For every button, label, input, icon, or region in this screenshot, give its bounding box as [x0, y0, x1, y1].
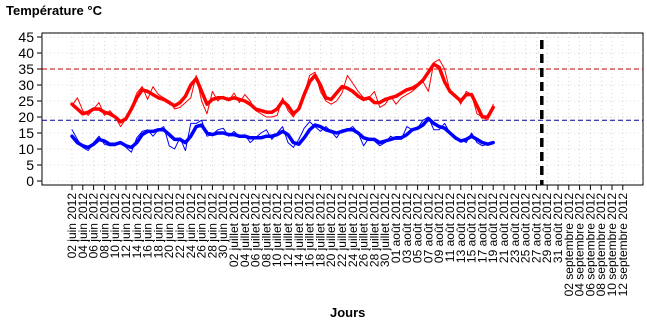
x-tick-label: 20 juillet 2012 — [324, 193, 338, 267]
x-tick-label: 31 août 2012 — [551, 193, 565, 263]
y-axis-title: Température °C — [6, 3, 102, 18]
x-tick-label: 28 juin 2012 — [205, 193, 219, 259]
x-axis-title: Jours — [330, 305, 366, 320]
series-min-observed — [71, 116, 494, 153]
x-tick-label: 14 juillet 2012 — [292, 193, 306, 267]
y-tick-label: 30 — [18, 77, 34, 93]
y-tick-label: 15 — [18, 125, 34, 141]
x-tick-label: 12 juin 2012 — [119, 193, 133, 259]
x-tick-label: 06 juin 2012 — [87, 193, 101, 259]
x-tick-label: 12 juillet 2012 — [281, 193, 295, 267]
x-tick-label: 01 août 2012 — [389, 193, 403, 263]
x-tick-label: 04 juillet 2012 — [238, 193, 252, 267]
x-tick-label: 14 juin 2012 — [130, 193, 144, 259]
series-min-smoothed — [70, 116, 495, 150]
x-tick-label: 02 juin 2012 — [65, 193, 79, 259]
x-tick-label: 29 août 2012 — [540, 193, 554, 263]
x-tick-label: 25 août 2012 — [519, 193, 533, 263]
x-tick-label: 04 septembre 2012 — [573, 193, 587, 297]
x-tick-label: 03 août 2012 — [400, 193, 414, 263]
x-tick-label: 10 juin 2012 — [108, 193, 122, 259]
y-tick-label: 0 — [26, 173, 34, 189]
x-tick-label: 24 juin 2012 — [184, 193, 198, 259]
y-tick-label: 5 — [26, 157, 34, 173]
x-tick-label: 30 juin 2012 — [216, 193, 230, 259]
x-tick-label: 18 juin 2012 — [151, 193, 165, 259]
y-tick-label: 25 — [18, 93, 34, 109]
x-tick-label: 11 août 2012 — [443, 193, 457, 263]
x-tick-label: 13 août 2012 — [454, 193, 468, 263]
x-tick-label: 09 août 2012 — [432, 193, 446, 263]
y-tick-label: 35 — [18, 61, 34, 77]
x-tick-label: 16 juin 2012 — [141, 193, 155, 259]
x-tick-label: 06 septembre 2012 — [583, 193, 597, 297]
y-tick-label: 10 — [18, 141, 34, 157]
x-tick-label: 20 juin 2012 — [162, 193, 176, 259]
x-tick-label: 05 août 2012 — [411, 193, 425, 263]
x-tick-label: 22 juin 2012 — [173, 193, 187, 259]
y-tick-label: 45 — [18, 29, 34, 45]
y-tick-label: 40 — [18, 45, 34, 61]
x-tick-label: 06 juillet 2012 — [249, 193, 263, 267]
x-tick-label: 26 juin 2012 — [195, 193, 209, 259]
x-tick-label: 28 juillet 2012 — [367, 193, 381, 267]
x-tick-label: 08 juin 2012 — [97, 193, 111, 259]
x-tick-label: 21 août 2012 — [497, 193, 511, 263]
x-tick-label: 15 août 2012 — [465, 193, 479, 263]
series-max-smoothed — [70, 62, 495, 124]
x-tick-label: 12 septembre 2012 — [616, 193, 630, 297]
x-tick-label: 02 juillet 2012 — [227, 193, 241, 267]
x-tick-label: 07 août 2012 — [421, 193, 435, 263]
x-tick-label: 18 juillet 2012 — [313, 193, 327, 267]
y-tick-label: 20 — [18, 109, 34, 125]
x-tick-label: 19 août 2012 — [486, 193, 500, 263]
x-tick-label: 04 juin 2012 — [76, 193, 90, 259]
x-tick-label: 17 août 2012 — [475, 193, 489, 263]
x-tick-label: 24 juillet 2012 — [346, 193, 360, 267]
x-tick-label: 23 août 2012 — [508, 193, 522, 263]
x-tick-label: 02 septembre 2012 — [562, 193, 576, 297]
x-tick-label: 10 juillet 2012 — [270, 193, 284, 267]
x-tick-label: 26 juillet 2012 — [357, 193, 371, 267]
x-tick-label: 08 septembre 2012 — [594, 193, 608, 297]
x-tick-label: 08 juillet 2012 — [259, 193, 273, 267]
x-tick-label: 22 juillet 2012 — [335, 193, 349, 267]
x-tick-label: 16 juillet 2012 — [303, 193, 317, 267]
x-tick-label: 27 août 2012 — [529, 193, 543, 263]
x-tick-label: 30 juillet 2012 — [378, 193, 392, 267]
x-tick-label: 10 septembre 2012 — [605, 193, 619, 297]
